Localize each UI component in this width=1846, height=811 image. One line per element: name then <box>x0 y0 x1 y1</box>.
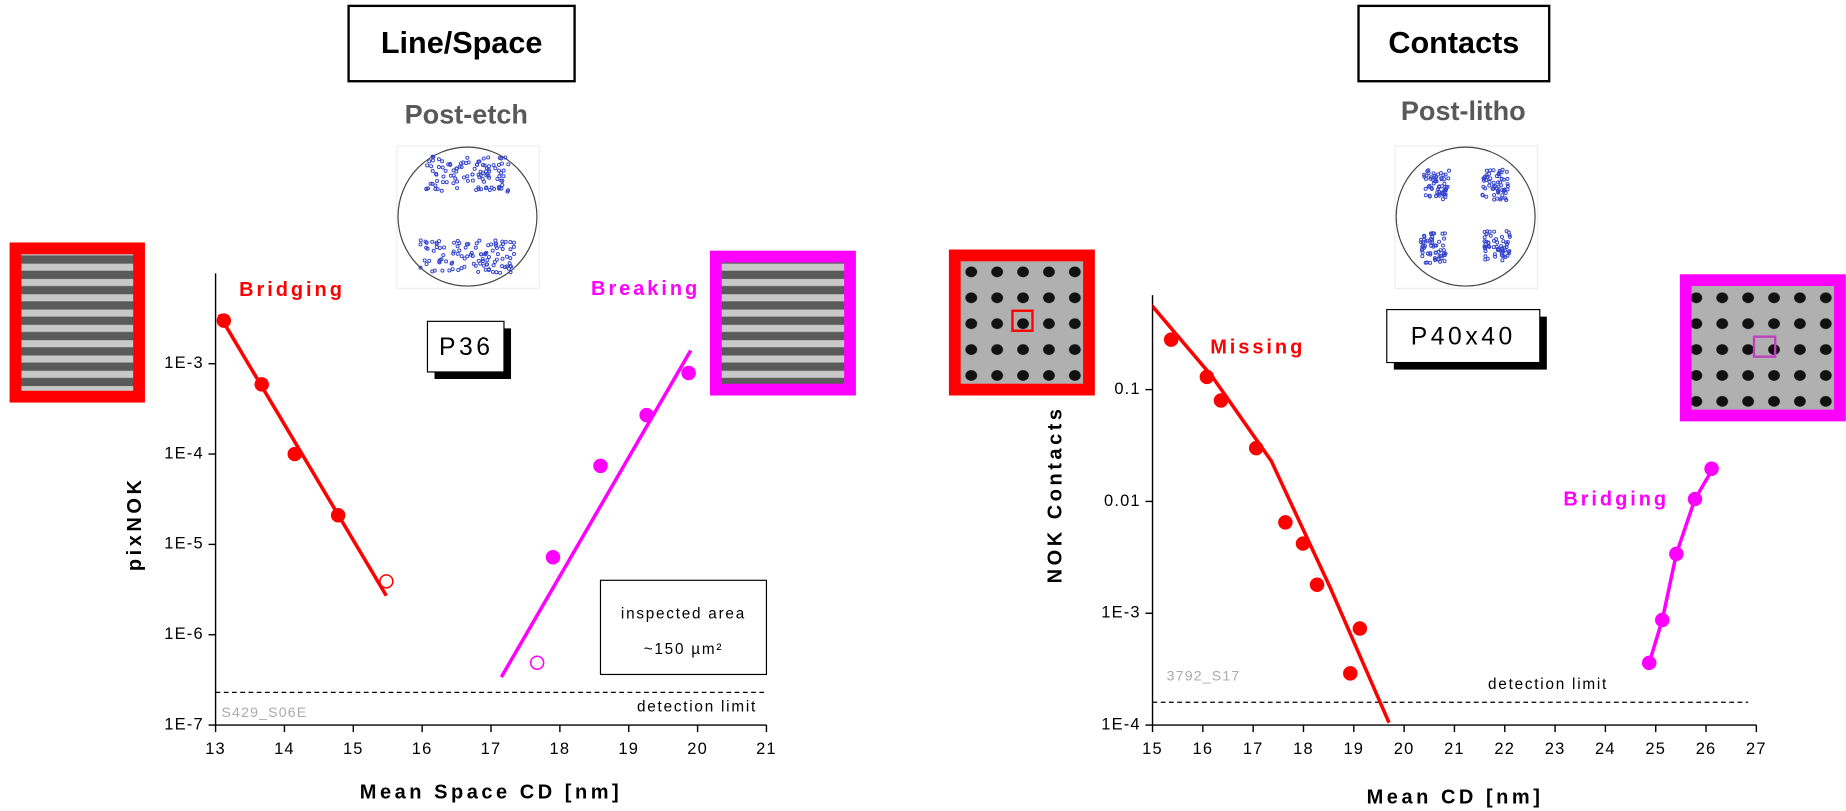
fit-line <box>1152 305 1390 723</box>
data-point <box>1344 667 1357 680</box>
x-tick-label: 13 <box>205 740 226 758</box>
note-text: ~150 µm² <box>644 641 723 658</box>
data-point <box>1656 614 1669 627</box>
x-tick-label: 19 <box>618 740 639 758</box>
x-tick-label: 18 <box>1293 740 1314 758</box>
panel-title: Line/Space <box>381 26 543 60</box>
data-point <box>682 366 695 379</box>
y-tick-label: 0.01 <box>1104 492 1141 510</box>
sample-id: 3792_S17 <box>1167 668 1241 684</box>
x-tick-label: 19 <box>1343 740 1364 758</box>
data-point <box>1165 333 1178 346</box>
data-point <box>255 378 268 391</box>
y-tick-label: 1E-7 <box>164 715 204 733</box>
sem-image <box>1686 280 1840 415</box>
note-box <box>600 580 766 674</box>
process-step: Post-etch <box>405 99 528 130</box>
data-point <box>1670 547 1683 560</box>
data-point <box>1705 462 1718 475</box>
x-tick-label: 15 <box>343 740 364 758</box>
x-tick-label: 18 <box>550 740 571 758</box>
data-point <box>1353 622 1366 635</box>
x-tick-label: 26 <box>1696 740 1717 758</box>
data-point <box>380 575 393 588</box>
panel-title: Contacts <box>1388 26 1519 60</box>
pattern-label: P36 <box>439 334 494 361</box>
y-axis-title: pixNOK <box>124 477 146 572</box>
detection-limit-label: detection limit <box>637 698 757 715</box>
series-label: Bridging <box>239 279 345 301</box>
data-point <box>547 551 560 564</box>
page: {"panels":[{"title":"Line/Space","step":… <box>0 0 1846 811</box>
data-point <box>1689 493 1702 506</box>
x-axis-title: Mean CD [nm] <box>1367 786 1544 808</box>
data-point <box>332 509 345 522</box>
data-point <box>1643 656 1656 669</box>
y-tick-label: 1E-4 <box>1101 715 1141 733</box>
data-point <box>1297 537 1310 550</box>
x-tick-label: 14 <box>274 740 295 758</box>
x-tick-label: 16 <box>1193 740 1214 758</box>
data-point <box>594 459 607 472</box>
x-tick-label: 22 <box>1494 740 1515 758</box>
data-point <box>1250 442 1263 455</box>
x-tick-label: 21 <box>1444 740 1465 758</box>
data-point <box>531 656 544 669</box>
sample-id: S429_S06E <box>221 704 307 720</box>
x-tick-label: 27 <box>1746 740 1767 758</box>
x-tick-label: 20 <box>687 740 708 758</box>
data-point <box>640 409 653 422</box>
series-label: Breaking <box>591 278 700 300</box>
series-label: Bridging <box>1563 489 1669 511</box>
y-tick-label: 1E-6 <box>164 625 204 643</box>
sem-image <box>15 248 139 396</box>
y-axis-title: NOK Contacts <box>1044 405 1066 583</box>
detection-limit-label: detection limit <box>1488 676 1608 693</box>
series-label: Missing <box>1210 337 1305 359</box>
data-point <box>1311 578 1324 591</box>
y-tick-label: 1E-3 <box>164 354 204 372</box>
x-tick-label: 23 <box>1545 740 1566 758</box>
data-point <box>288 448 301 461</box>
sem-image <box>716 257 850 390</box>
x-tick-label: 25 <box>1645 740 1666 758</box>
note-text: inspected area <box>621 605 746 622</box>
y-tick-label: 1E-5 <box>164 535 204 553</box>
wafer-map <box>397 146 539 288</box>
wafer-map <box>1395 146 1537 288</box>
x-tick-label: 16 <box>412 740 433 758</box>
data-point <box>1214 394 1227 407</box>
x-tick-label: 24 <box>1595 740 1616 758</box>
data-point <box>1200 370 1213 383</box>
figure: Line/Space Post-etch P36 Contacts Post-l… <box>0 0 1846 811</box>
data-point <box>1279 516 1292 529</box>
x-tick-label: 21 <box>756 740 777 758</box>
data-point <box>217 314 230 327</box>
y-tick-label: 1E-3 <box>1101 604 1141 622</box>
x-tick-label: 15 <box>1142 740 1163 758</box>
x-tick-label: 17 <box>1243 740 1264 758</box>
y-tick-label: 1E-4 <box>164 444 204 462</box>
pattern-label: P40x40 <box>1411 323 1516 350</box>
fit-line <box>219 315 386 596</box>
x-tick-label: 20 <box>1394 740 1415 758</box>
process-step: Post-litho <box>1401 95 1526 126</box>
y-tick-label: 0.1 <box>1114 380 1140 398</box>
x-axis-title: Mean Space CD [nm] <box>360 782 623 804</box>
x-tick-label: 17 <box>481 740 502 758</box>
sem-image <box>955 255 1089 389</box>
